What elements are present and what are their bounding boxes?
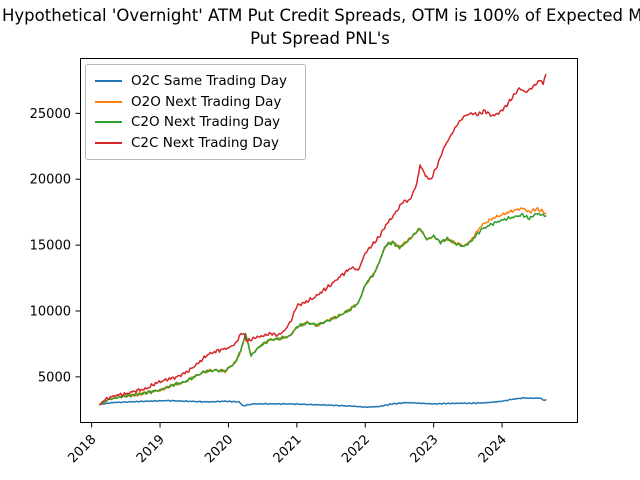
x-tick-label: 2023 bbox=[407, 432, 441, 466]
legend-line-swatch bbox=[95, 121, 122, 124]
y-tick-label: 10000 bbox=[30, 304, 71, 319]
y-tick-label: 25000 bbox=[30, 107, 71, 122]
series-line-o2o-next-trading-day bbox=[99, 206, 547, 406]
legend-label: C2O Next Trading Day bbox=[131, 114, 281, 131]
x-tick-label: 2018 bbox=[65, 432, 99, 466]
x-tick-label: 2024 bbox=[476, 432, 510, 466]
chart-title-line1: Hypothetical 'Overnight' ATM Put Credit … bbox=[2, 6, 640, 25]
legend-label: O2C Same Trading Day bbox=[131, 73, 288, 90]
legend-line-swatch bbox=[95, 141, 122, 144]
legend-label: O2O Next Trading Day bbox=[131, 93, 282, 110]
y-tick-label: 5000 bbox=[38, 370, 71, 385]
y-tick-label: 15000 bbox=[30, 239, 71, 254]
x-tick-label: 2020 bbox=[202, 432, 236, 466]
legend-item: C2O Next Trading Day bbox=[95, 112, 295, 133]
series-line-c2o-next-trading-day bbox=[99, 212, 547, 406]
legend: O2C Same Trading Day O2O Next Trading Day… bbox=[85, 64, 306, 160]
x-tick-label: 2021 bbox=[271, 432, 305, 466]
legend-line-swatch bbox=[95, 100, 122, 103]
legend-item: O2O Next Trading Day bbox=[95, 92, 295, 113]
legend-item: C2C Next Trading Day bbox=[95, 133, 295, 154]
chart-title-line2: Put Spread PNL's bbox=[250, 29, 390, 48]
x-tick-label: 2019 bbox=[134, 432, 168, 466]
legend-item: O2C Same Trading Day bbox=[95, 71, 295, 92]
x-tick-label: 2022 bbox=[339, 432, 373, 466]
legend-line-swatch bbox=[95, 80, 122, 83]
series-line-c2c-next-trading-day bbox=[99, 73, 547, 406]
series-line-o2c-same-trading-day bbox=[99, 396, 547, 409]
legend-label: C2C Next Trading Day bbox=[131, 134, 279, 151]
y-tick-label: 20000 bbox=[30, 173, 71, 188]
